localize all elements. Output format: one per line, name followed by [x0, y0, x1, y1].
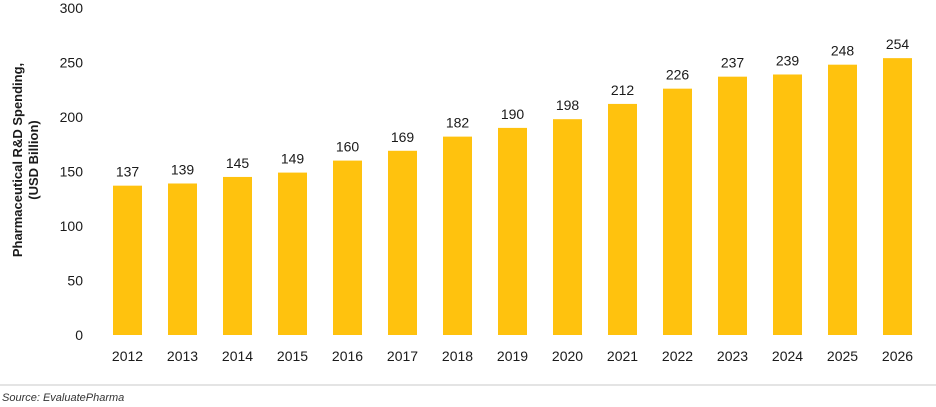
- data-label-2021: 212: [611, 82, 635, 98]
- y-tick-label: 0: [75, 327, 83, 343]
- x-tick-label: 2013: [167, 348, 198, 364]
- bar-2019: [498, 127, 527, 336]
- bar-2021: [608, 103, 637, 335]
- x-tick-label: 2018: [442, 348, 473, 364]
- bar-2013: [168, 183, 197, 335]
- data-label-2022: 226: [666, 67, 690, 83]
- bar-2014: [223, 176, 252, 335]
- bar-2017: [388, 150, 417, 335]
- x-tick-label: 2016: [332, 348, 363, 364]
- data-label-2015: 149: [281, 151, 305, 167]
- data-label-2019: 190: [501, 106, 525, 122]
- y-axis-title-line-2: (USD Billion): [26, 120, 41, 199]
- x-tick-label: 2024: [772, 348, 803, 364]
- y-axis-ticks: 0 50 100 150 200 250 300: [60, 0, 84, 343]
- y-tick-label: 250: [60, 55, 84, 71]
- y-tick-label: 100: [60, 218, 84, 234]
- data-label-2026: 254: [886, 36, 910, 52]
- bar-2024: [773, 74, 802, 336]
- x-tick-label: 2021: [607, 348, 638, 364]
- y-axis-title: Pharmaceutical R&D Spending, (USD Billio…: [10, 63, 41, 257]
- bar-2026: [883, 58, 912, 335]
- x-axis-ticks: 2012 2013 2014 2015 2016 2017 2018 2019 2020 2021…: [112, 348, 913, 364]
- bar-2015: [278, 172, 307, 335]
- bar-2022: [663, 88, 692, 335]
- x-tick-label: 2019: [497, 348, 528, 364]
- bar-2018: [443, 136, 472, 335]
- x-tick-label: 2017: [387, 348, 418, 364]
- data-labels: 137 139 145 149 160 169 182 190 198 212 226 237 239 2…: [116, 36, 910, 180]
- x-tick-label: 2015: [277, 348, 308, 364]
- data-label-2024: 239: [776, 52, 800, 68]
- x-tick-label: 2025: [827, 348, 858, 364]
- data-label-2020: 198: [556, 97, 580, 113]
- x-tick-label: 2012: [112, 348, 143, 364]
- bar-2012: [113, 185, 142, 335]
- data-label-2013: 139: [171, 161, 195, 177]
- data-label-2014: 145: [226, 155, 250, 171]
- bar-2025: [828, 64, 857, 336]
- x-tick-label: 2026: [882, 348, 913, 364]
- bar-2023: [718, 76, 747, 336]
- y-tick-label: 200: [60, 109, 84, 125]
- x-tick-label: 2020: [552, 348, 583, 364]
- data-label-2025: 248: [831, 43, 855, 59]
- data-label-2016: 160: [336, 139, 360, 155]
- data-label-2023: 237: [721, 55, 745, 71]
- x-tick-label: 2023: [717, 348, 748, 364]
- data-label-2018: 182: [446, 115, 470, 131]
- bars: [113, 58, 912, 336]
- data-label-2017: 169: [391, 129, 415, 145]
- y-tick-label: 150: [60, 164, 84, 180]
- x-tick-label: 2014: [222, 348, 253, 364]
- source-note: Source: EvaluatePharma: [2, 392, 125, 404]
- y-tick-label: 300: [60, 0, 84, 16]
- bar-2016: [333, 160, 362, 335]
- y-tick-label: 50: [67, 273, 83, 289]
- bar-2020: [553, 119, 582, 336]
- x-tick-label: 2022: [662, 348, 693, 364]
- data-label-2012: 137: [116, 164, 140, 180]
- y-axis-title-line-1: Pharmaceutical R&D Spending,: [10, 63, 25, 257]
